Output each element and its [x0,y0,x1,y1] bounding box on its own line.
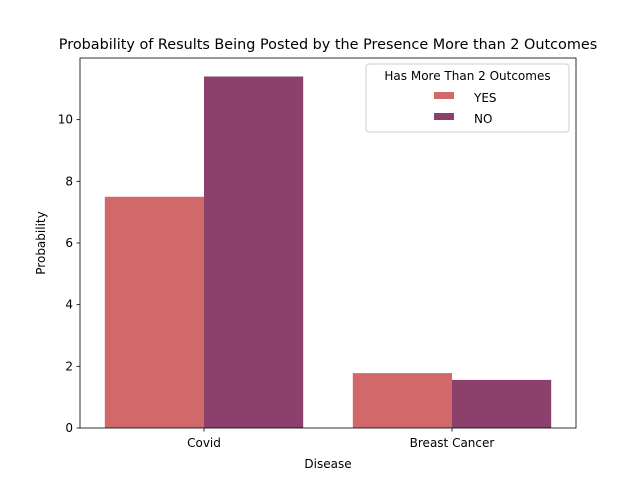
x-axis: Covid Breast Cancer [187,428,494,450]
chart-title: Probability of Results Being Posted by t… [59,37,597,53]
y-tick-label: 2 [65,359,73,373]
legend-swatch-yes [434,92,454,99]
plot-frame [79,57,577,429]
plot-area [104,76,552,428]
legend-swatch-no [434,113,454,120]
y-tick-label: 0 [65,421,73,435]
y-axis-label: Probability [34,211,48,274]
legend-label-yes: YES [473,91,497,105]
y-tick-label: 8 [65,174,73,188]
bar-yes-1 [352,373,452,428]
bar-yes-0 [104,196,204,428]
x-axis-label: Disease [304,457,351,471]
bar-no-1 [452,379,552,428]
legend-box [365,63,570,133]
y-tick-label: 4 [65,298,73,312]
bar-no-0 [204,76,304,428]
legend: Has More Than 2 Outcomes YES NO [365,63,570,133]
y-tick-label: 6 [65,236,73,250]
x-tick-label: Breast Cancer [410,436,495,450]
y-axis: 0 2 4 6 8 10 [58,113,80,435]
legend-label-no: NO [474,112,492,126]
legend-title: Has More Than 2 Outcomes [384,69,550,83]
y-tick-label: 10 [58,113,73,127]
x-tick-label: Covid [187,436,221,450]
